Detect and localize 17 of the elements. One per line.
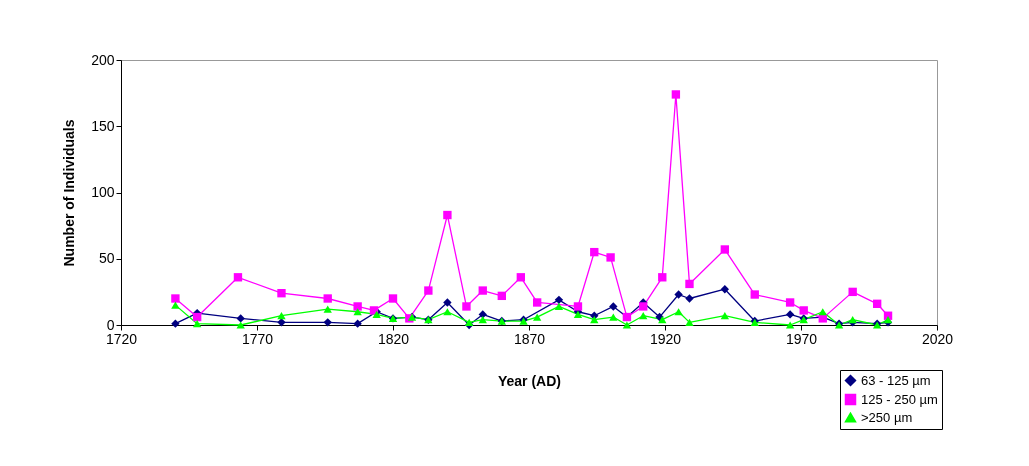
- y-tick-label: 50: [98, 250, 115, 267]
- x-tick-label: 1920: [649, 330, 682, 347]
- legend-label: >250 µm: [861, 409, 913, 425]
- legend-label: 63 - 125 µm: [861, 372, 931, 388]
- x-tick-label: 1870: [513, 330, 546, 347]
- y-tick-label: 0: [106, 316, 115, 333]
- x-tick-label: 1770: [241, 330, 274, 347]
- x-axis-title: Year (AD): [497, 372, 562, 389]
- y-tick-label: 200: [91, 51, 115, 68]
- y-axis-title: Number of Individuals: [61, 119, 78, 267]
- y-tick-label: 150: [91, 117, 115, 134]
- legend-label: 125 - 250 µm: [861, 391, 938, 407]
- x-tick-label: 1820: [377, 330, 410, 347]
- x-tick-label: 2020: [921, 330, 954, 347]
- x-tick-label: 1970: [785, 330, 818, 347]
- x-tick-label: 1720: [105, 330, 138, 347]
- y-tick-label: 100: [91, 184, 115, 200]
